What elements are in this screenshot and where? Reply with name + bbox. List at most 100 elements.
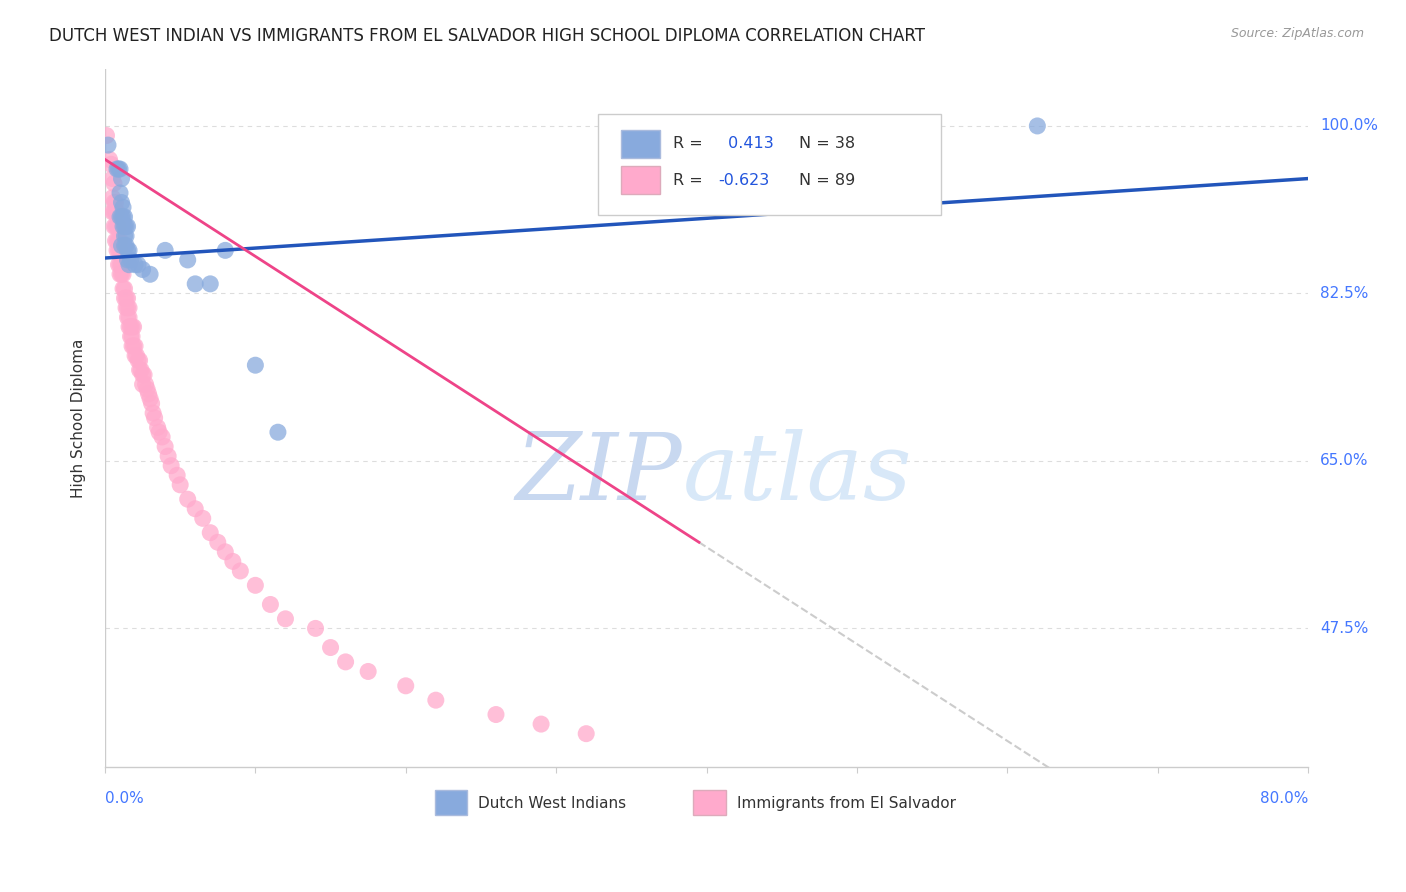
Point: [103, 195, 125, 210]
Point: [117, 301, 139, 315]
Point: [425, 693, 447, 707]
Point: [117, 244, 139, 258]
Text: Source: ZipAtlas.com: Source: ZipAtlas.com: [1230, 27, 1364, 40]
Point: [114, 219, 136, 234]
Point: [245, 578, 267, 592]
Point: [127, 258, 149, 272]
Point: [103, 205, 125, 219]
Point: [100, 157, 122, 171]
Point: [124, 349, 146, 363]
Point: [107, 161, 129, 176]
Point: [214, 545, 236, 559]
Point: [304, 621, 326, 635]
Point: [135, 377, 157, 392]
FancyBboxPatch shape: [693, 789, 725, 815]
Point: [115, 301, 138, 315]
Point: [143, 410, 166, 425]
Point: [118, 310, 141, 325]
Point: [142, 406, 165, 420]
Point: [110, 267, 132, 281]
Point: [108, 186, 131, 200]
Point: [110, 195, 132, 210]
Text: ZIP: ZIP: [516, 429, 682, 519]
Point: [101, 171, 124, 186]
Y-axis label: High School Diploma: High School Diploma: [72, 338, 86, 498]
Point: [120, 329, 142, 343]
Point: [114, 291, 136, 305]
Point: [121, 329, 143, 343]
Point: [222, 554, 245, 568]
Point: [104, 195, 127, 210]
Text: R =: R =: [673, 173, 707, 188]
Point: [122, 320, 145, 334]
Text: DUTCH WEST INDIAN VS IMMIGRANTS FROM EL SALVADOR HIGH SCHOOL DIPLOMA CORRELATION: DUTCH WEST INDIAN VS IMMIGRANTS FROM EL …: [49, 27, 925, 45]
Point: [114, 282, 136, 296]
Text: 65.0%: 65.0%: [1320, 453, 1368, 468]
Point: [160, 458, 183, 473]
Point: [146, 420, 169, 434]
Point: [136, 382, 159, 396]
Point: [118, 244, 141, 258]
Point: [245, 358, 267, 372]
Point: [107, 219, 129, 234]
Point: [97, 138, 120, 153]
Point: [125, 349, 148, 363]
Point: [124, 339, 146, 353]
Point: [118, 301, 141, 315]
Point: [108, 161, 131, 176]
Point: [335, 655, 357, 669]
Point: [110, 171, 132, 186]
Point: [104, 234, 127, 248]
Point: [157, 449, 180, 463]
Point: [118, 320, 141, 334]
Point: [184, 501, 207, 516]
Point: [96, 128, 118, 143]
Point: [103, 219, 125, 234]
Point: [103, 177, 125, 191]
Point: [485, 707, 508, 722]
Text: 100.0%: 100.0%: [1320, 119, 1378, 134]
Point: [131, 377, 153, 392]
Text: Immigrants from El Salvador: Immigrants from El Salvador: [737, 796, 956, 811]
Point: [105, 219, 128, 234]
Point: [166, 468, 188, 483]
Point: [319, 640, 342, 655]
Point: [395, 679, 418, 693]
Point: [132, 368, 155, 382]
Point: [200, 277, 222, 291]
Point: [108, 258, 131, 272]
Point: [107, 234, 129, 248]
FancyBboxPatch shape: [434, 789, 467, 815]
Point: [107, 258, 129, 272]
Point: [117, 252, 139, 267]
Point: [118, 258, 141, 272]
Point: [98, 153, 121, 167]
Point: [176, 252, 198, 267]
Text: Dutch West Indians: Dutch West Indians: [478, 796, 626, 811]
Point: [148, 425, 170, 440]
Point: [153, 244, 176, 258]
Point: [112, 210, 135, 224]
FancyBboxPatch shape: [621, 130, 659, 158]
Point: [120, 252, 142, 267]
Point: [259, 598, 281, 612]
Point: [530, 717, 553, 731]
Point: [101, 205, 124, 219]
Point: [267, 425, 290, 440]
Point: [104, 205, 127, 219]
Point: [114, 238, 136, 252]
Point: [105, 205, 128, 219]
Point: [357, 665, 380, 679]
Point: [114, 229, 136, 244]
Point: [139, 267, 162, 281]
Point: [176, 492, 198, 507]
Point: [117, 219, 139, 234]
Point: [128, 353, 150, 368]
Point: [129, 363, 152, 377]
Point: [108, 267, 131, 281]
Point: [115, 291, 138, 305]
Point: [115, 229, 138, 244]
Text: N = 89: N = 89: [799, 173, 855, 188]
Point: [101, 191, 124, 205]
Point: [105, 234, 128, 248]
